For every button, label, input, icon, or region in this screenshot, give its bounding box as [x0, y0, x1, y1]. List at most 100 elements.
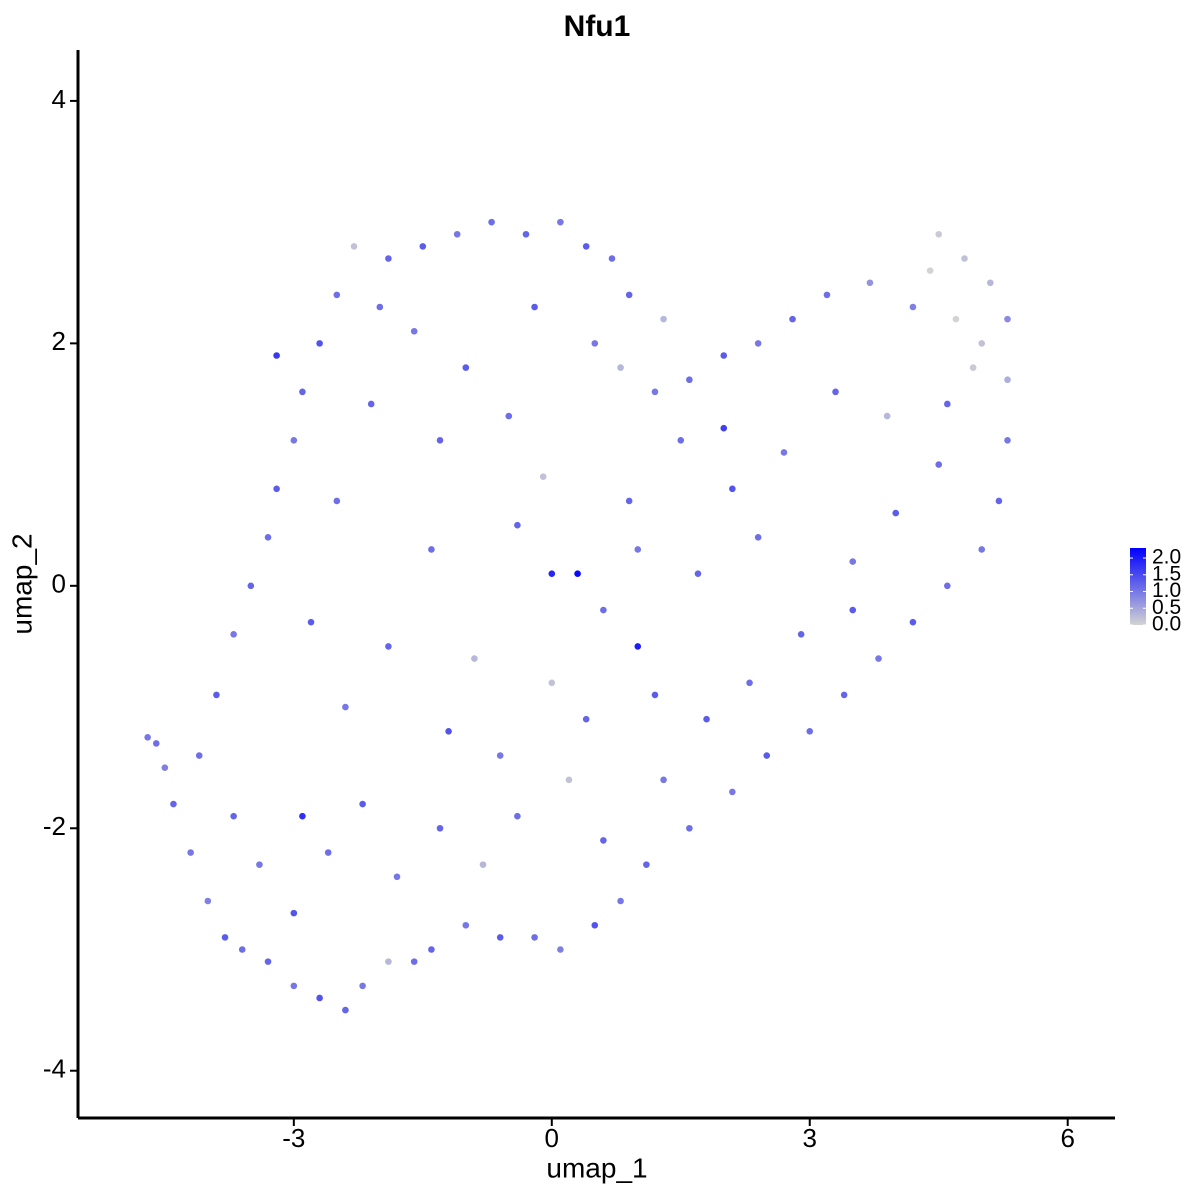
point	[539, 473, 547, 481]
point	[591, 340, 599, 347]
point	[213, 691, 220, 699]
point	[488, 218, 495, 226]
point	[978, 340, 986, 347]
point	[376, 303, 384, 311]
x-axis-title: umap_1	[546, 1152, 647, 1183]
point	[290, 982, 298, 990]
point	[600, 837, 607, 844]
point	[385, 958, 392, 965]
colorbar	[1130, 548, 1146, 625]
point	[316, 994, 323, 1002]
point	[479, 861, 487, 868]
point	[582, 243, 590, 250]
point	[548, 570, 556, 577]
point	[350, 243, 358, 250]
point	[436, 824, 444, 832]
point	[625, 497, 633, 505]
point	[410, 958, 418, 965]
point	[643, 861, 650, 868]
point	[359, 800, 366, 808]
point	[866, 279, 874, 287]
point	[316, 340, 323, 347]
point	[230, 631, 237, 638]
point	[264, 958, 272, 965]
point	[342, 1006, 349, 1014]
x-tick-label: -3	[282, 1123, 305, 1153]
colorbar-label: 2.0	[1152, 546, 1181, 569]
point	[505, 412, 513, 420]
point	[204, 897, 212, 905]
point	[1004, 437, 1011, 444]
x-tick-label: 3	[803, 1123, 817, 1153]
point	[617, 897, 624, 905]
point	[944, 400, 951, 408]
point	[290, 909, 298, 917]
point	[264, 534, 272, 541]
point	[187, 849, 194, 856]
point	[445, 727, 452, 735]
point	[720, 352, 728, 359]
point	[1004, 376, 1011, 384]
y-tick-label: 2	[52, 326, 66, 356]
colorbar-label: 0.0	[1152, 613, 1181, 636]
point	[780, 449, 788, 456]
colorbar-label: 1.0	[1152, 579, 1181, 602]
point	[428, 546, 435, 553]
point	[608, 255, 616, 262]
point	[273, 352, 280, 359]
point	[763, 752, 771, 759]
point	[944, 582, 951, 590]
colorbar-label: 0.5	[1152, 596, 1181, 619]
point	[324, 849, 332, 856]
point	[462, 364, 470, 371]
point	[686, 376, 693, 384]
point	[557, 946, 564, 953]
point	[926, 267, 934, 274]
point	[393, 873, 401, 881]
point	[849, 606, 857, 614]
point	[969, 364, 977, 371]
point	[333, 497, 341, 505]
y-tick-label: 0	[52, 569, 66, 599]
point	[754, 340, 762, 347]
y-axis-title: umap_2	[6, 533, 37, 634]
point	[522, 230, 530, 238]
chart-title: Nfu1	[564, 10, 631, 43]
point	[660, 315, 667, 323]
point	[462, 921, 470, 929]
point	[152, 740, 160, 747]
point	[995, 497, 1003, 505]
point	[574, 570, 581, 577]
point	[144, 734, 151, 741]
point	[625, 291, 633, 299]
point	[789, 315, 796, 323]
point	[333, 291, 341, 299]
point	[299, 388, 306, 396]
point	[729, 788, 736, 796]
point	[720, 424, 728, 432]
point	[170, 800, 177, 808]
point	[419, 243, 427, 250]
point	[694, 570, 702, 577]
point	[686, 824, 693, 832]
point	[273, 485, 280, 493]
point	[840, 691, 848, 699]
point	[600, 606, 607, 614]
point	[385, 643, 392, 650]
point	[342, 703, 349, 711]
point	[729, 485, 736, 493]
point	[359, 982, 366, 990]
point	[806, 727, 814, 735]
point	[634, 546, 642, 553]
point	[290, 437, 298, 444]
point	[514, 521, 521, 529]
point	[952, 315, 960, 323]
point	[660, 776, 667, 784]
point	[256, 861, 263, 868]
point	[883, 412, 891, 420]
point	[935, 230, 943, 238]
point	[557, 218, 564, 226]
point	[471, 655, 478, 662]
point	[677, 437, 685, 444]
